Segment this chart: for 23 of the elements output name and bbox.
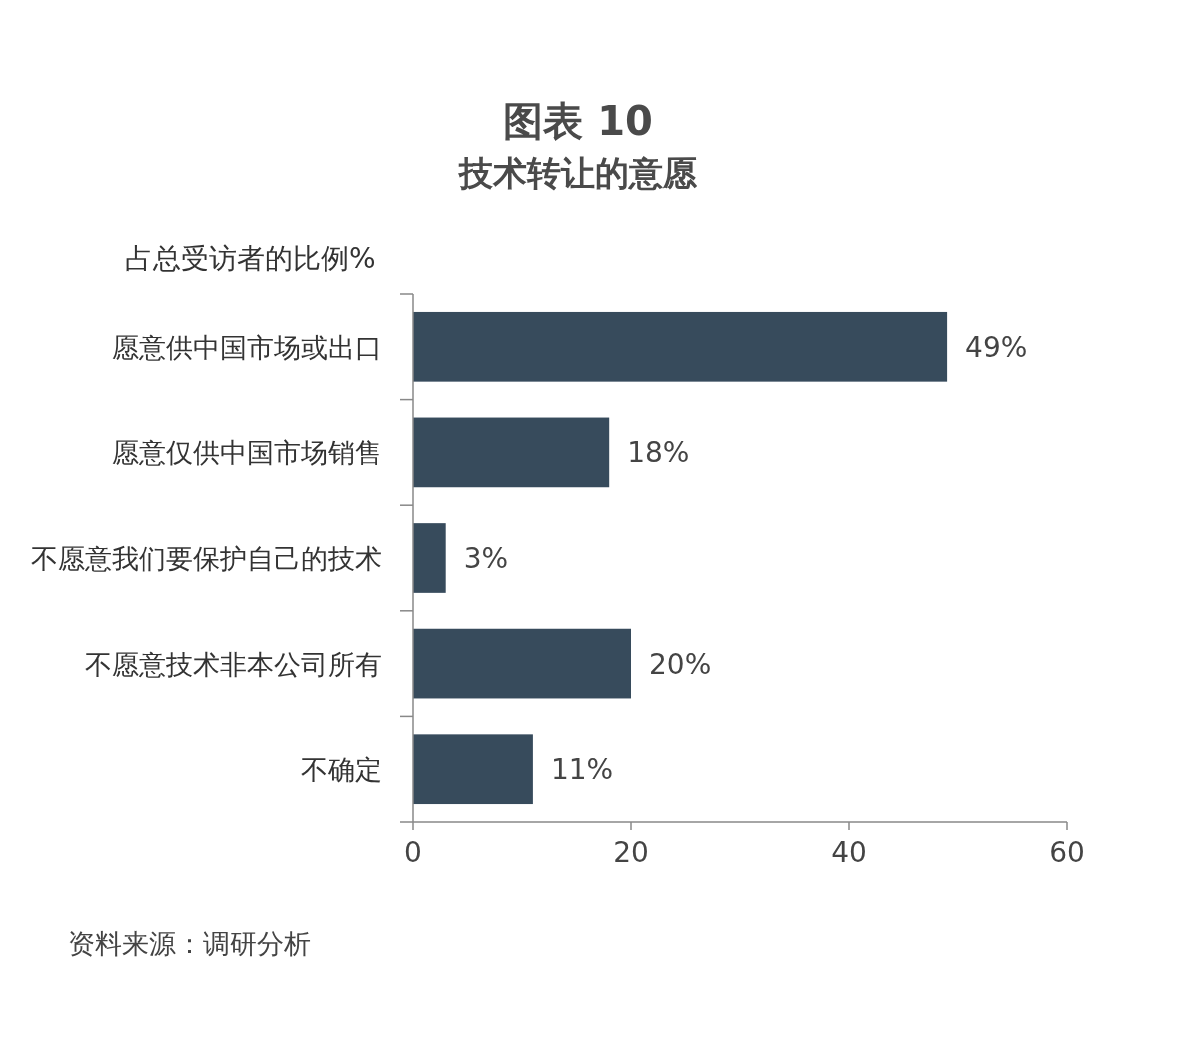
y-tick-label: 不愿意我们要保护自己的技术 (31, 543, 382, 574)
data-label: 3% (463, 542, 509, 575)
y-tick-label: 愿意供中国市场或出口 (112, 331, 382, 363)
x-tick-label: 20 (613, 836, 649, 869)
data-label: 18% (627, 436, 690, 470)
bar (413, 628, 631, 699)
y-tick-label: 愿意仅供中国市场销售 (112, 437, 382, 469)
bar (413, 311, 948, 382)
data-label: 11% (550, 753, 614, 787)
chart-subtitle: 技术转让的意愿 (457, 153, 698, 193)
data-label: 20% (649, 647, 712, 681)
bar (413, 523, 446, 593)
data-label: 49% (965, 330, 1028, 364)
text: 资料来源：调研分析 (68, 928, 311, 959)
y-tick-label: 不愿意技术非本公司所有 (85, 648, 382, 680)
bar (413, 734, 533, 805)
x-tick-label: 60 (1049, 836, 1085, 869)
chart-title: 图表 10 (503, 98, 653, 144)
y-tick-label: 不确定 (301, 754, 382, 786)
x-axis-title: 占总受访者的比例% (125, 242, 376, 275)
bar (413, 417, 610, 488)
x-tick-label: 40 (831, 836, 867, 869)
x-tick-label: 0 (404, 836, 422, 869)
